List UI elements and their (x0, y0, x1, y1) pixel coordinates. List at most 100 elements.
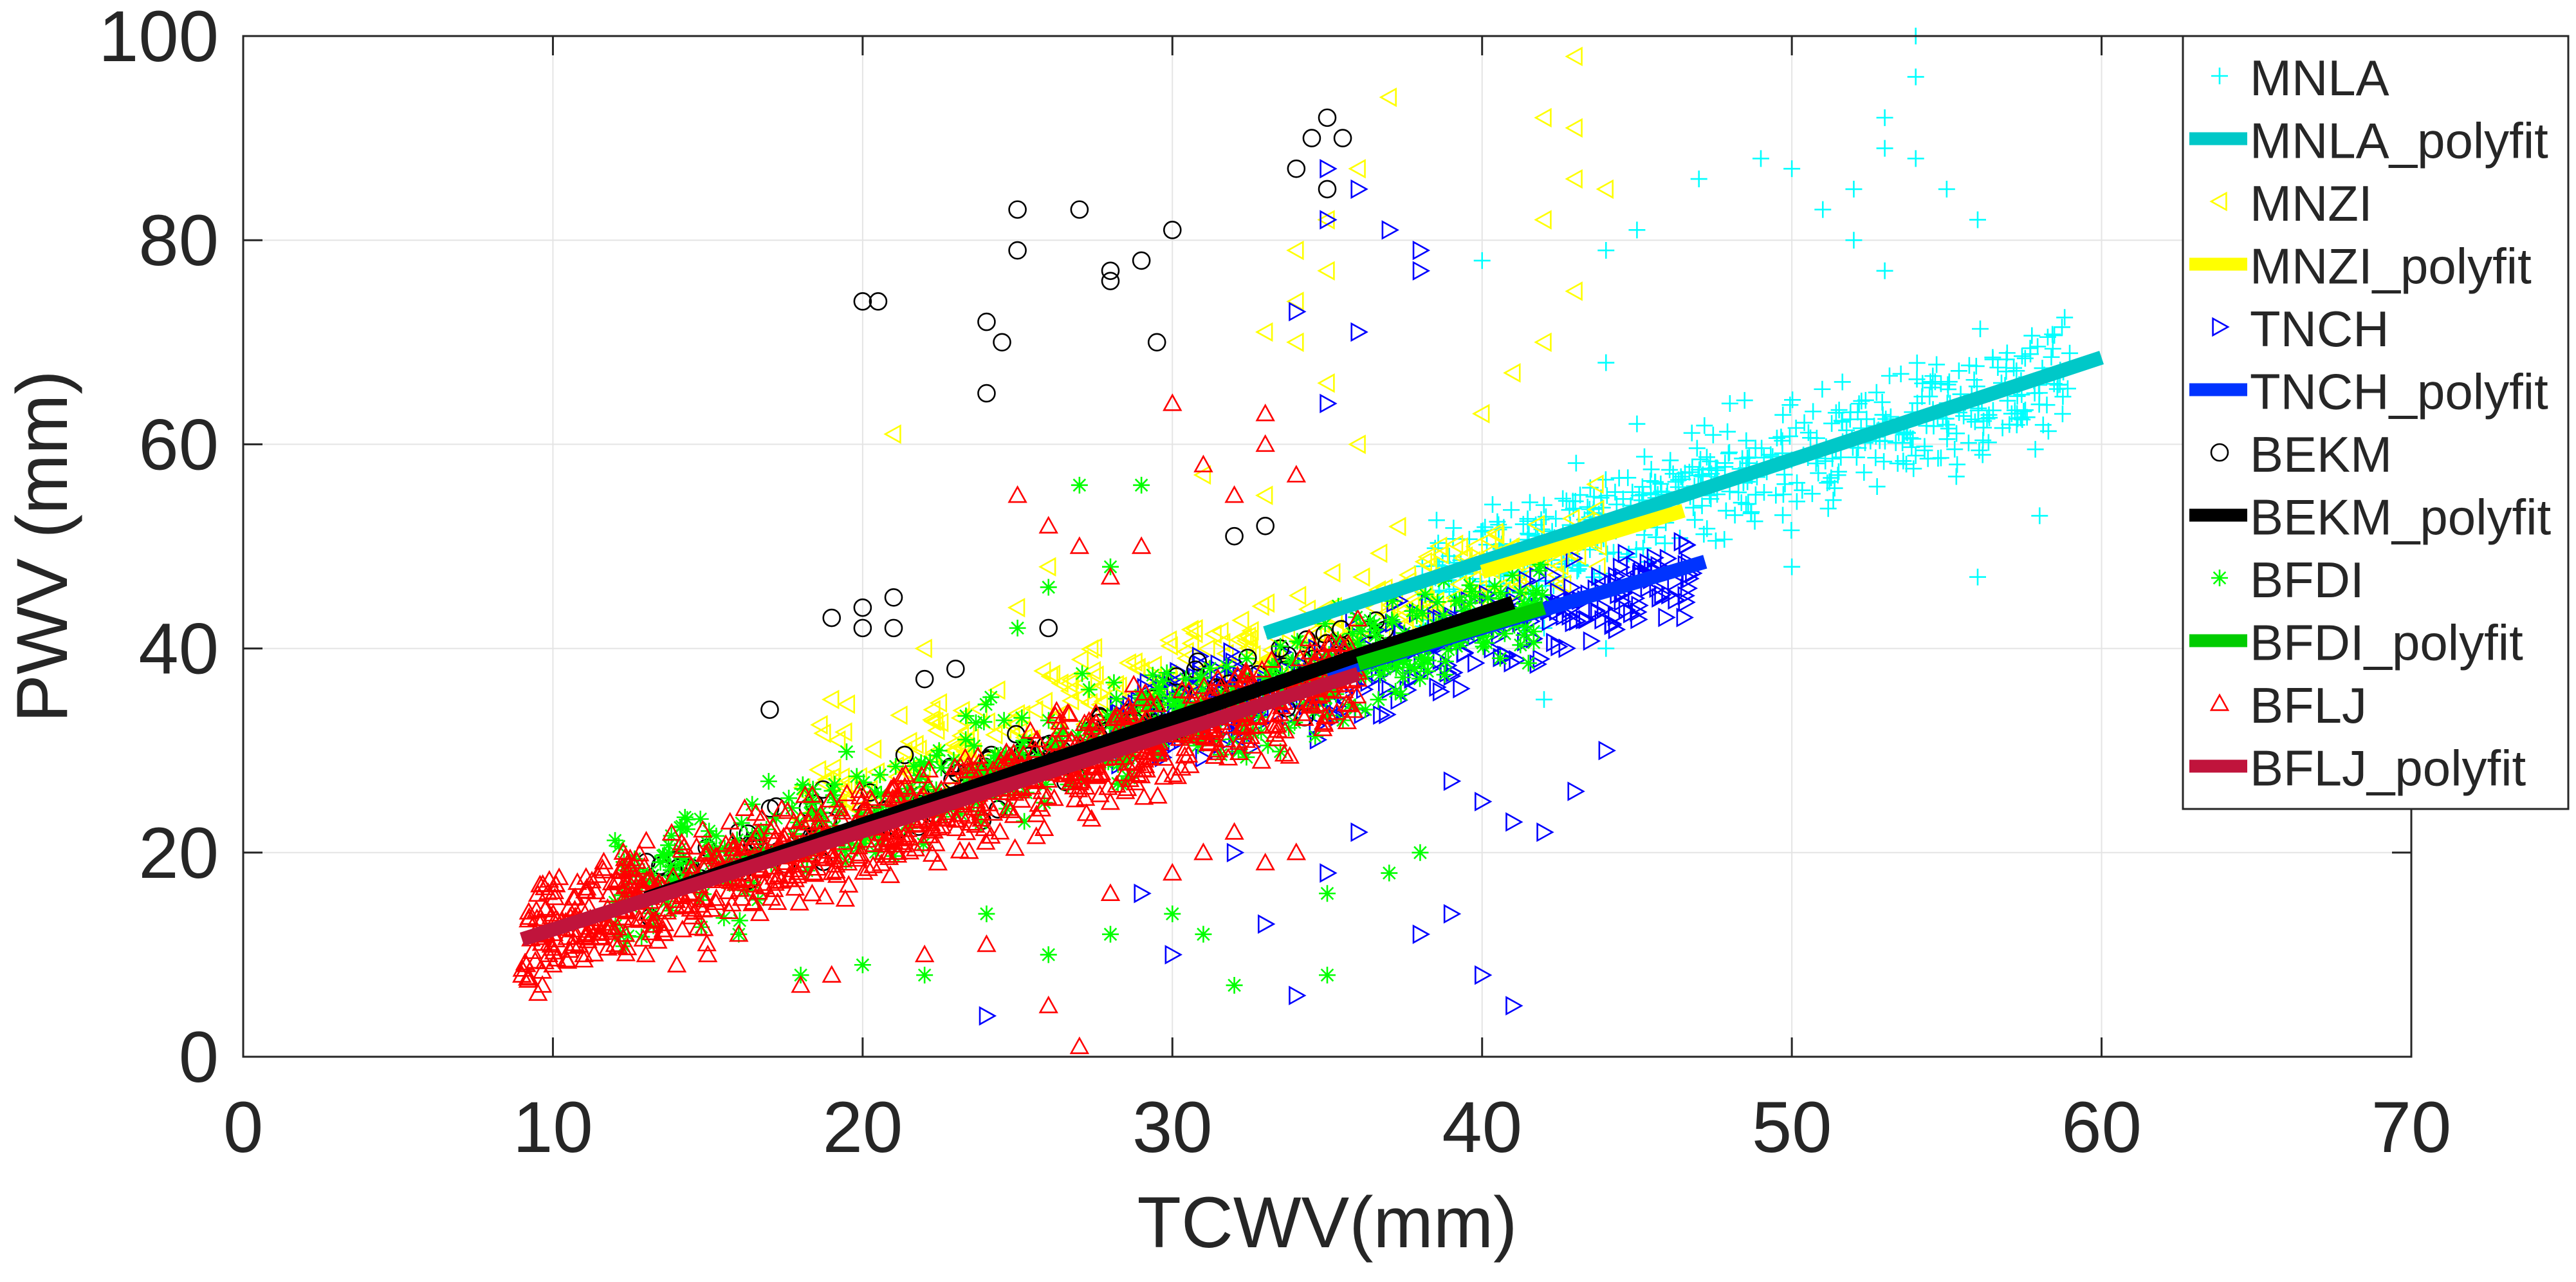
mnla-point (1939, 376, 1956, 393)
bflj-point (1107, 775, 1127, 793)
mnzi-point (1238, 638, 1257, 658)
bflj-point (1119, 769, 1140, 787)
mnzi-point (1255, 485, 1273, 505)
mnla-point (1825, 492, 1842, 509)
bflj-point (802, 785, 822, 803)
bflj-point (888, 842, 908, 860)
mnla-point (1680, 463, 1698, 481)
mnzi-point (1255, 322, 1273, 342)
bfdi-point (1525, 634, 1542, 651)
bekm-point (993, 333, 1011, 352)
mnla-point (1916, 441, 1933, 459)
bflj-point (919, 759, 939, 777)
mnla-point (2044, 340, 2061, 357)
legend-label: MNLA (2250, 50, 2389, 106)
mnla-point (1938, 416, 1956, 433)
bflj-point (1127, 753, 1147, 771)
bflj-point (574, 949, 594, 968)
bflj-point (1020, 721, 1040, 739)
mnla-point (1974, 446, 1991, 463)
bfdi-point (708, 827, 725, 844)
bflj-point (863, 855, 883, 873)
mnzi-point (1326, 618, 1345, 639)
mnzi-point (1534, 332, 1552, 353)
mnla-point (1606, 483, 1624, 501)
mnla-point (1858, 411, 1875, 428)
bfdi-point (917, 778, 935, 795)
bflj-point (1147, 694, 1167, 712)
bflj-point (617, 937, 638, 956)
mnla-point (2029, 338, 2047, 355)
tnch-point (1506, 586, 1524, 606)
tnch-point (1475, 965, 1493, 985)
mnla-point (2044, 326, 2061, 343)
bfdi-point (1074, 665, 1091, 682)
bflj-point (968, 746, 988, 764)
mnzi-point (834, 722, 852, 742)
bfdi-point (1491, 649, 1509, 667)
bfdi-point (656, 846, 673, 864)
bfdi-point (1376, 660, 1394, 678)
mnla-point (1753, 150, 1769, 167)
bfdi-point (1107, 720, 1125, 737)
bflj-point (1037, 786, 1058, 804)
bflj-point (692, 887, 713, 906)
legend-label: BFLJ (2250, 677, 2367, 734)
bfdi-point (1150, 688, 1168, 705)
bflj-point (802, 883, 822, 902)
tnch-point (1412, 261, 1431, 281)
mnla-point (1978, 410, 1996, 427)
bflj-point (1224, 485, 1244, 503)
bfdi-point (671, 855, 688, 873)
bfdi-point (1414, 604, 1431, 622)
mnla-point (1567, 454, 1585, 472)
bflj-point (862, 790, 882, 809)
bfdi-point (712, 841, 729, 859)
bfdi-point (1357, 701, 1374, 718)
bflj-point (1134, 787, 1154, 805)
bfdi-point (1531, 562, 1548, 579)
bekm-point (853, 618, 872, 638)
bflj-point (787, 862, 808, 880)
bfdi-point (855, 774, 872, 791)
mnzi-point (814, 773, 833, 793)
tnch-point (1320, 158, 1338, 179)
bflj-point (544, 881, 564, 900)
bfdi-point (1512, 636, 1529, 654)
bflj-point (928, 817, 948, 835)
mnla-point (1707, 532, 1724, 550)
bfdi-point (978, 905, 995, 922)
legend-item-bfdi-polyfit: BFDI_polyfit (2189, 615, 2523, 671)
bflj-point (697, 933, 717, 952)
bflj-point (1339, 694, 1359, 712)
bflj-point (1118, 696, 1139, 714)
mnla-point (1473, 252, 1491, 269)
mnla-point (1908, 371, 1926, 388)
mnla-point (1796, 414, 1813, 431)
bfdi-point (1316, 615, 1334, 633)
bekm-point (1163, 221, 1182, 239)
bflj-point (912, 765, 932, 784)
bfdi-point (641, 873, 658, 890)
bflj-point (983, 803, 1004, 821)
bfdi-point (1164, 905, 1181, 922)
mnla-point (2039, 328, 2056, 346)
bflj-point (518, 970, 538, 988)
bfdi-point (1105, 674, 1123, 691)
mnzi-point (1414, 552, 1432, 572)
bflj-point (750, 903, 770, 922)
legend-item-tnch: TNCH (2212, 301, 2389, 357)
bflj-point (549, 867, 569, 886)
bfdi-point (1154, 673, 1172, 690)
mnla-point (1772, 428, 1790, 445)
bflj-point (951, 804, 971, 822)
tnch-point (1360, 672, 1378, 692)
bflj-point (1318, 634, 1338, 653)
mnzi-point (909, 739, 927, 759)
bekm-point (895, 745, 914, 765)
bfdi-point (784, 799, 801, 817)
bfdi-point (842, 835, 860, 852)
bfdi-point (676, 808, 694, 826)
mnla-point (1960, 434, 1977, 452)
